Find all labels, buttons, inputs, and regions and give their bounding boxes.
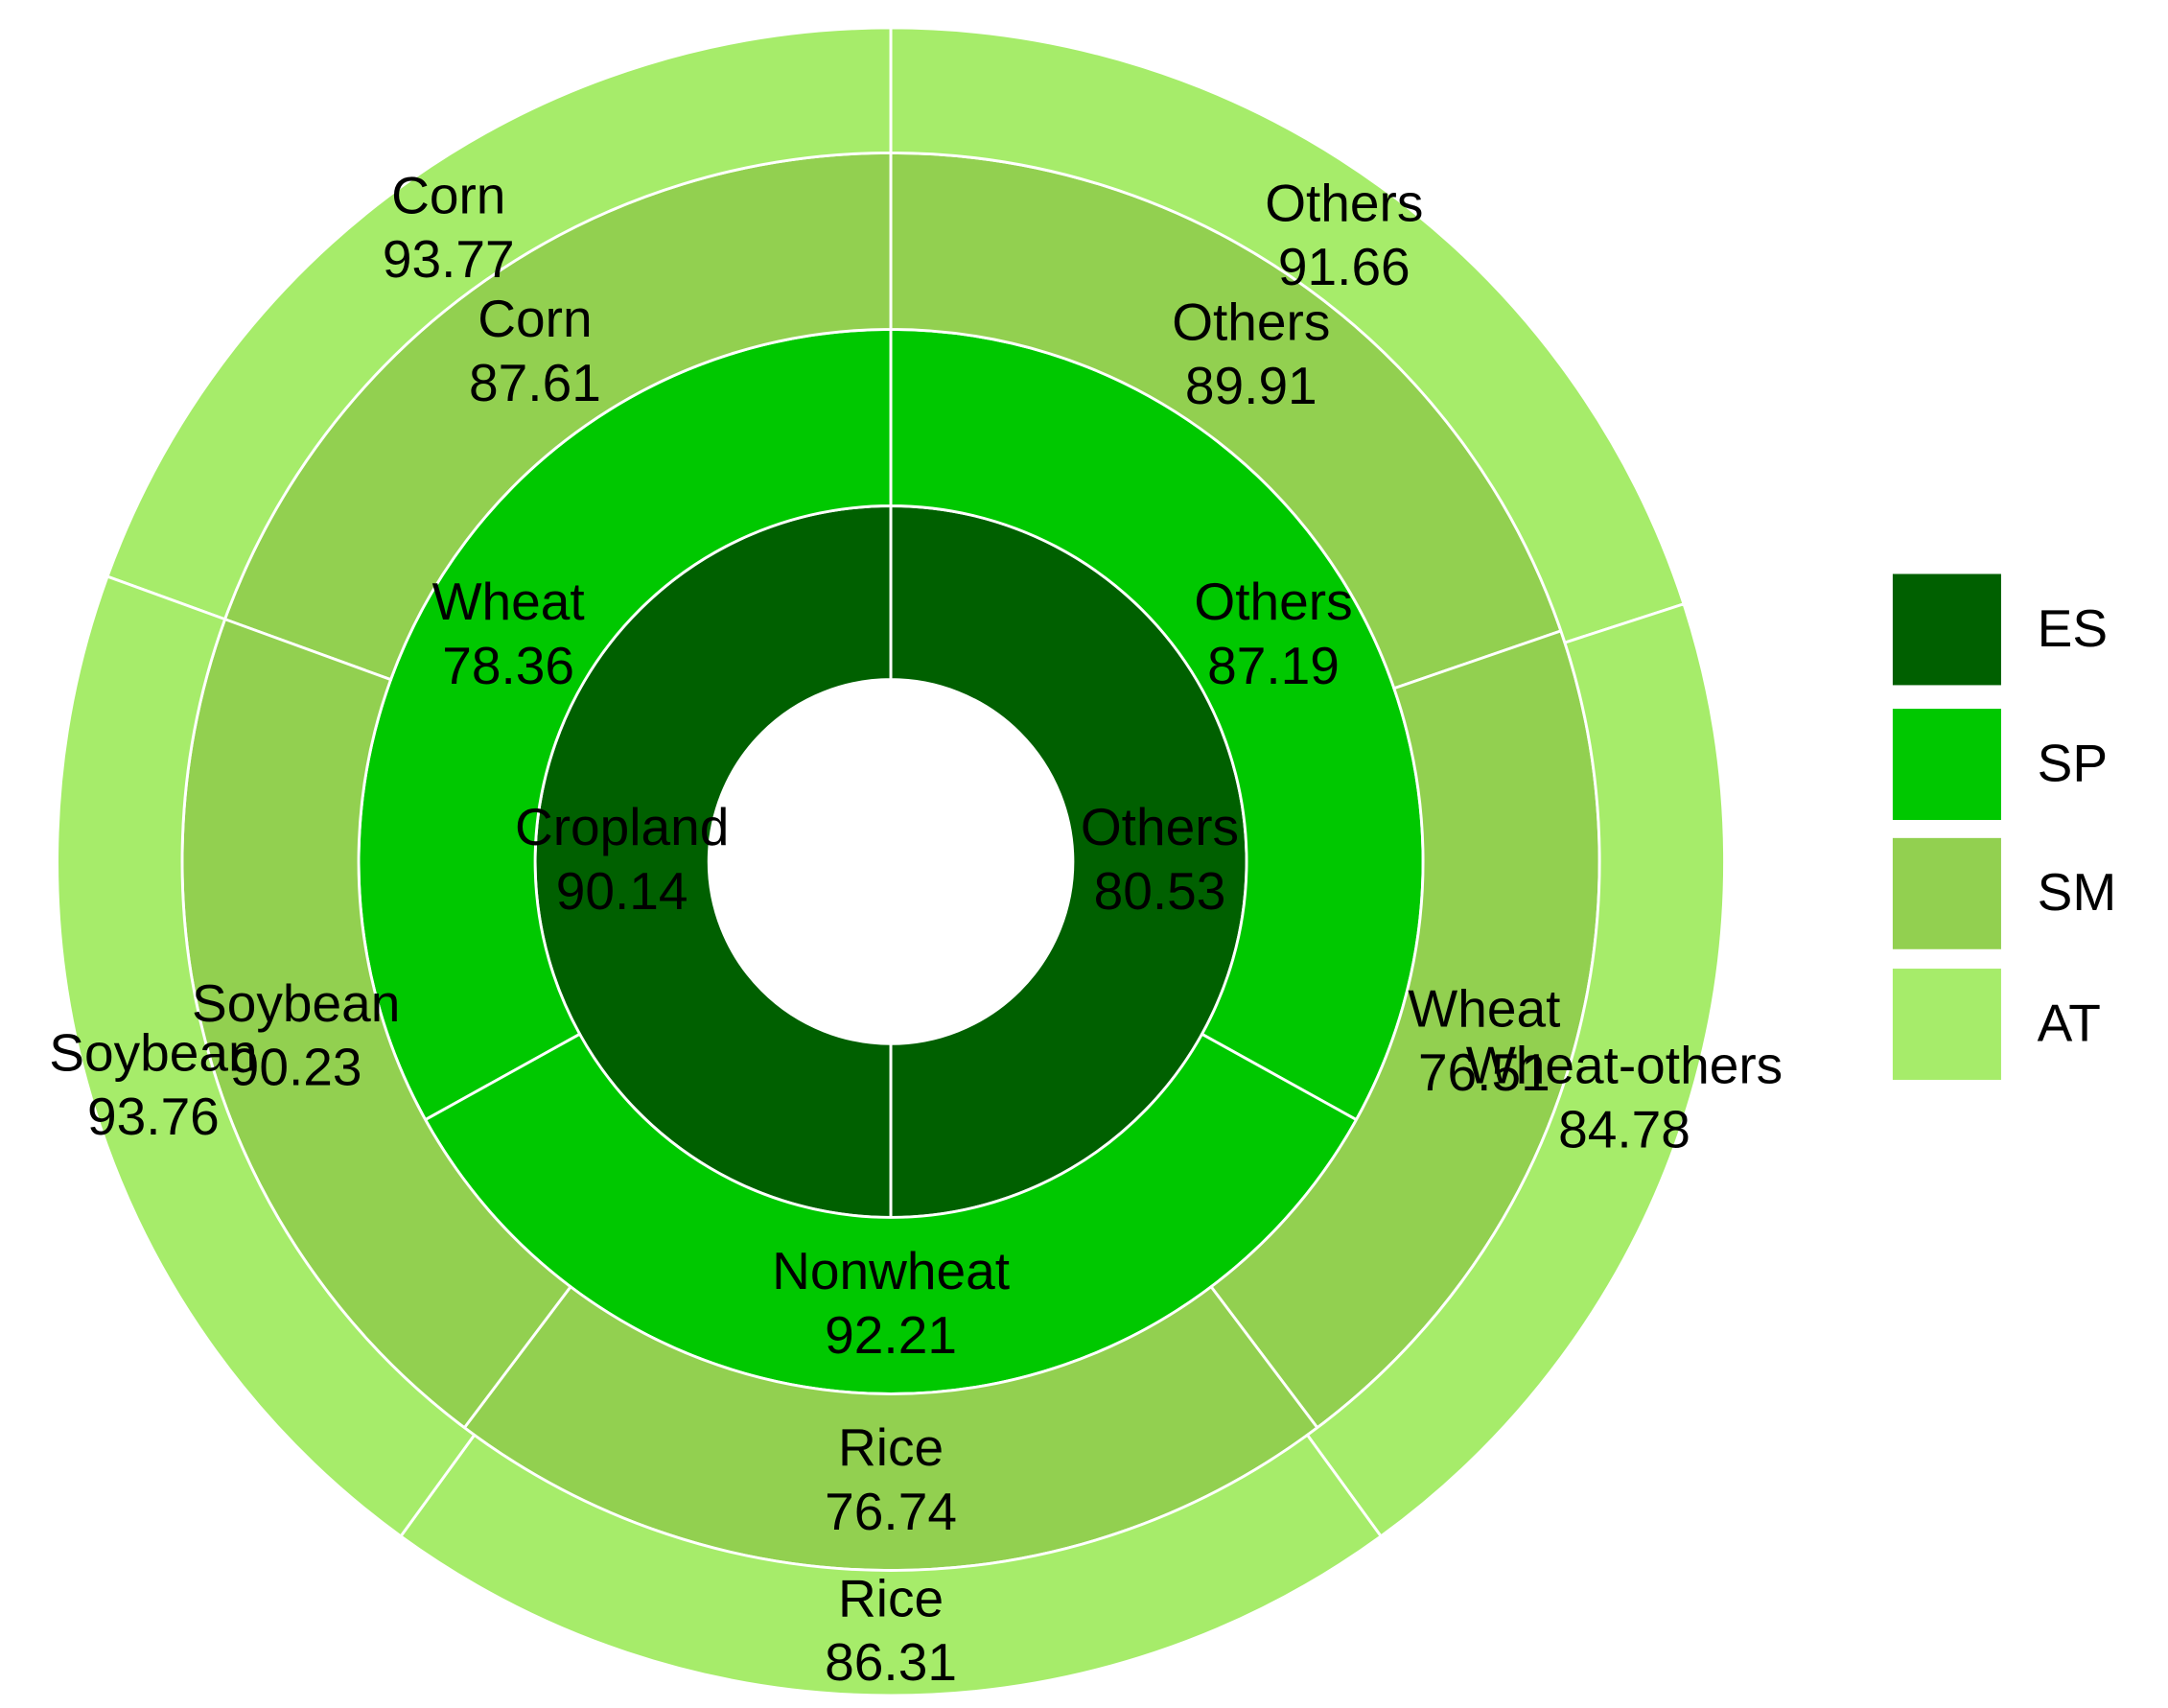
value-label: 91.66 [1278,237,1410,296]
legend-label: SP [2038,733,2108,792]
segment-label: Soybean [49,1022,257,1082]
segment [56,574,477,1538]
value-label: 93.76 [87,1087,220,1146]
value-label: 90.14 [556,861,688,921]
segment-label: Cropland [515,797,729,856]
segment-label: Wheat [1408,978,1560,1038]
legend-swatch [1892,709,2001,820]
legend-swatch [1892,969,2001,1080]
segment-label: Corn [391,165,505,224]
value-label: 89.91 [1185,356,1317,415]
value-label: 76.51 [1418,1042,1550,1102]
legend-label: AT [2038,993,2101,1052]
value-label: 84.78 [1558,1099,1690,1158]
value-label: 76.74 [825,1482,957,1541]
value-label: 93.77 [383,229,515,289]
legend-label: ES [2038,598,2108,658]
value-label: 90.23 [230,1038,362,1097]
value-label: 86.31 [825,1632,957,1692]
value-label: 80.53 [1094,861,1226,921]
legend-swatch [1892,573,2001,686]
legend-swatch [1892,837,2001,949]
segment-label: Others [1265,173,1423,232]
segment-label: Rice [838,1568,944,1627]
segment-label: Corn [478,289,592,348]
segment-label: Wheat-others [1466,1036,1783,1095]
segment-label: Nonwheat [772,1241,1010,1300]
value-label: 87.61 [469,353,601,412]
segment-label: Others [1172,292,1330,351]
legend-label: SM [2038,862,2117,922]
segment-label: Wheat [432,572,585,631]
segment-label: Others [1194,572,1352,631]
value-label: 92.21 [825,1305,957,1365]
value-label: 87.19 [1207,636,1340,695]
value-label: 78.36 [442,636,574,695]
segment-label: Others [1081,797,1239,856]
segment-label: Soybean [192,973,400,1033]
segment-label: Rice [838,1417,944,1477]
